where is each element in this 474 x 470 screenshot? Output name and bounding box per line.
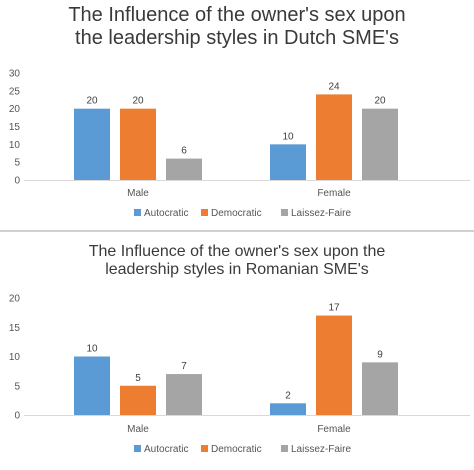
y-tick-label: 15 xyxy=(9,323,21,334)
y-tick-label: 15 xyxy=(9,122,21,133)
category-label-male: Male xyxy=(127,188,149,199)
legend-label: Democratic xyxy=(211,444,262,455)
legend-label: Democratic xyxy=(211,208,262,219)
data-label: 6 xyxy=(181,146,187,157)
bar-laissez-faire-male xyxy=(166,158,202,180)
bar-autocratic-female xyxy=(270,144,306,180)
category-label-female: Female xyxy=(317,424,351,435)
bar-democratic-female xyxy=(316,315,352,415)
bar-laissez-faire-male xyxy=(166,374,202,415)
chart-title-romanian: The Influence of the owner's sex upon th… xyxy=(0,243,474,280)
bar-chart-dutch: 0 5 10 15 20 25 30 20 20 6 Male 10 24 20 Female Autocra… xyxy=(9,69,470,219)
legend-swatch xyxy=(281,209,288,216)
bar-autocratic-male xyxy=(74,356,110,415)
chart-title-line-1: The Influence of the owner's sex upon xyxy=(68,4,406,26)
data-label: 7 xyxy=(181,361,187,372)
legend-label: Autocratic xyxy=(144,444,188,455)
chart-title-line-2: leadership styles in Romanian SME's xyxy=(105,261,369,279)
y-tick-label: 25 xyxy=(9,86,21,97)
legend-swatch xyxy=(201,209,208,216)
chart-panel-romanian: The Influence of the owner's sex upon th… xyxy=(0,233,474,470)
legend-label: Autocratic xyxy=(144,208,188,219)
y-tick-label: 20 xyxy=(9,294,21,305)
data-label: 10 xyxy=(282,131,294,142)
chart-title-line-2: the leadership styles in Dutch SME's xyxy=(75,27,399,49)
bar-laissez-faire-female xyxy=(362,108,398,180)
y-tick-label: 5 xyxy=(14,381,20,392)
category-label-female: Female xyxy=(317,188,351,199)
y-tick-label: 20 xyxy=(9,104,21,115)
legend-swatch xyxy=(134,445,141,452)
legend-swatch xyxy=(281,445,288,452)
data-label: 20 xyxy=(86,96,98,107)
y-tick-label: 10 xyxy=(9,352,21,363)
y-tick-label: 5 xyxy=(14,158,20,169)
y-tick-label: 10 xyxy=(9,140,21,151)
legend-swatch xyxy=(201,445,208,452)
data-label: 20 xyxy=(132,96,144,107)
chart-panel-dutch: The Influence of the owner's sex upon th… xyxy=(0,0,474,232)
y-tick-label: 30 xyxy=(9,69,21,80)
bar-chart-romanian: 0 5 10 15 20 10 5 7 Male 2 17 9 Female Autocratic Demo… xyxy=(9,294,470,455)
data-label: 5 xyxy=(135,373,141,384)
data-label: 10 xyxy=(86,344,98,355)
data-label: 9 xyxy=(377,349,383,360)
data-label: 2 xyxy=(285,390,291,401)
category-label-male: Male xyxy=(127,424,149,435)
data-label: 17 xyxy=(328,303,340,314)
legend-label: Laissez-Faire xyxy=(291,444,351,455)
bar-autocratic-female xyxy=(270,403,306,415)
legend-swatch xyxy=(134,209,141,216)
chart-title-line-1: The Influence of the owner's sex upon th… xyxy=(88,243,386,260)
chart-title-dutch: The Influence of the owner's sex upon th… xyxy=(0,4,474,50)
bar-democratic-male xyxy=(120,108,156,180)
bar-laissez-faire-female xyxy=(362,362,398,415)
legend-label: Laissez-Faire xyxy=(291,208,351,219)
bar-democratic-female xyxy=(316,94,352,180)
bar-democratic-male xyxy=(120,385,156,415)
data-label: 20 xyxy=(374,96,386,107)
bar-autocratic-male xyxy=(74,108,110,180)
y-tick-label: 0 xyxy=(14,411,20,422)
y-tick-label: 0 xyxy=(14,176,20,187)
data-label: 24 xyxy=(328,81,340,92)
